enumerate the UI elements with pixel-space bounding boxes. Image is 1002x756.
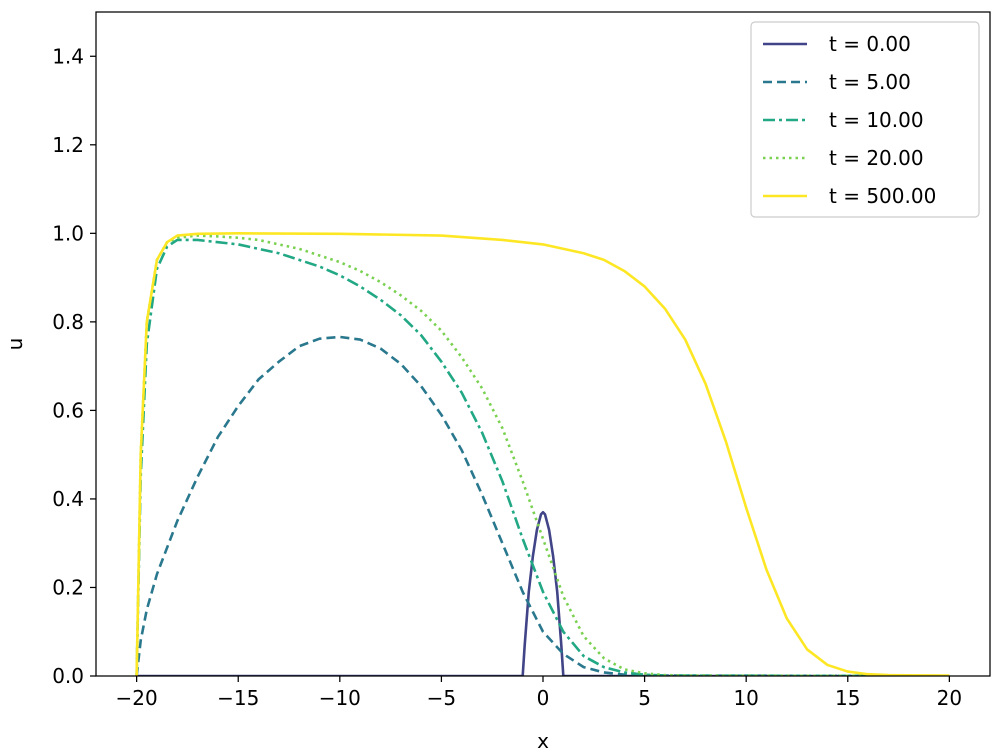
series-line-1 (135, 335, 950, 676)
x-tick-label: −15 (217, 686, 259, 710)
legend-label: t = 10.00 (829, 108, 924, 132)
legend-label: t = 0.00 (829, 32, 911, 56)
y-tick-label: 0.4 (52, 487, 84, 511)
y-tick-label: 1.4 (52, 44, 84, 68)
legend-label: t = 5.00 (829, 70, 911, 94)
x-tick-label: −20 (116, 686, 158, 710)
y-tick-label: 0.8 (52, 310, 84, 334)
y-tick-label: 1.2 (52, 133, 84, 157)
x-tick-label: 10 (733, 686, 758, 710)
x-axis-ticks: −20 −15 −10 −5 0 5 10 15 20 (116, 676, 962, 710)
y-tick-label: 0.2 (52, 575, 84, 599)
x-tick-label: 5 (638, 686, 651, 710)
y-axis-label: u (3, 338, 27, 351)
x-tick-label: 20 (937, 686, 962, 710)
y-tick-label: 0.6 (52, 398, 84, 422)
x-tick-label: 15 (835, 686, 860, 710)
legend: t = 0.00 t = 5.00 t = 10.00 t = 20.00 t = 50… (750, 21, 980, 218)
y-tick-label: 1.0 (52, 221, 84, 245)
series-line-3 (135, 234, 950, 676)
x-tick-label: 0 (537, 686, 550, 710)
series-layer (135, 232, 950, 676)
series-line-2 (135, 238, 950, 676)
x-tick-label: −10 (319, 686, 361, 710)
series-line-4 (135, 232, 950, 676)
x-tick-label: −5 (427, 686, 456, 710)
legend-label: t = 500.00 (829, 184, 936, 208)
legend-label: t = 20.00 (829, 146, 924, 170)
y-axis-ticks: 0.0 0.2 0.4 0.6 0.8 1.0 1.2 1.4 (52, 44, 96, 688)
y-tick-label: 0.0 (52, 664, 84, 688)
x-axis-label: x (537, 729, 549, 753)
legend-box (750, 21, 980, 218)
